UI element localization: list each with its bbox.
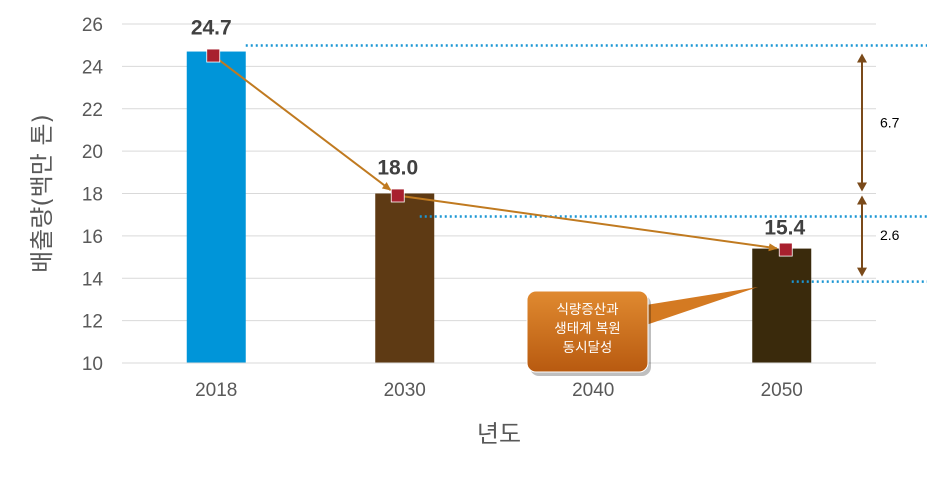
y-tick-label: 24	[82, 57, 104, 78]
difference-brackets: 6.7 2.6	[857, 53, 900, 277]
bar	[375, 193, 435, 363]
difference-label: 6.7	[880, 115, 900, 131]
y-tick-label: 10	[82, 354, 103, 375]
y-tick-label: 20	[82, 142, 103, 163]
reference-lines	[245, 44, 927, 283]
x-tick-label: 2040	[572, 380, 614, 401]
x-axis-title: 년도	[477, 420, 521, 448]
y-tick-label: 18	[82, 185, 103, 206]
arrow-head	[857, 195, 867, 205]
arrow-head	[857, 182, 867, 192]
callout-text-line: 동시달성	[563, 340, 613, 356]
y-tick-label: 12	[82, 312, 103, 333]
x-tick-label: 2018	[195, 380, 237, 401]
data-label: 18.0	[377, 157, 418, 180]
x-tick-label: 2050	[761, 380, 803, 401]
trend-marker	[206, 48, 221, 63]
y-axis-title: 배출량(백만 톤)	[28, 114, 56, 273]
callout-pointer	[646, 287, 758, 325]
y-tick-label: 26	[82, 15, 103, 36]
trend-line	[206, 48, 793, 257]
trend-segment	[403, 195, 778, 252]
y-tick-label: 22	[82, 100, 103, 121]
x-tick-label: 2030	[384, 380, 426, 401]
y-tick-label: 14	[82, 269, 104, 290]
difference-label: 2.6	[880, 227, 900, 243]
data-labels: 24.7 18.0 15.4	[191, 17, 806, 240]
bar	[186, 51, 246, 363]
arrow-head	[857, 267, 867, 277]
callout-text-line: 생태계 복원	[554, 321, 620, 337]
bars	[186, 51, 812, 363]
data-label: 15.4	[764, 217, 805, 240]
trend-marker	[390, 188, 405, 203]
y-tick-label: 16	[82, 227, 103, 248]
callout-box	[526, 290, 649, 373]
gridlines	[122, 23, 876, 364]
axes: 10 12 14 16 18 20 22 24 26 2018 2030 2040 2050 년도 배출량(…	[28, 15, 876, 448]
bar	[752, 248, 812, 363]
trend-marker	[778, 242, 793, 257]
trend-segment	[217, 58, 392, 191]
arrow-head	[857, 53, 867, 63]
data-label: 24.7	[191, 17, 232, 40]
callout-text-line: 식량증산과	[556, 302, 618, 318]
